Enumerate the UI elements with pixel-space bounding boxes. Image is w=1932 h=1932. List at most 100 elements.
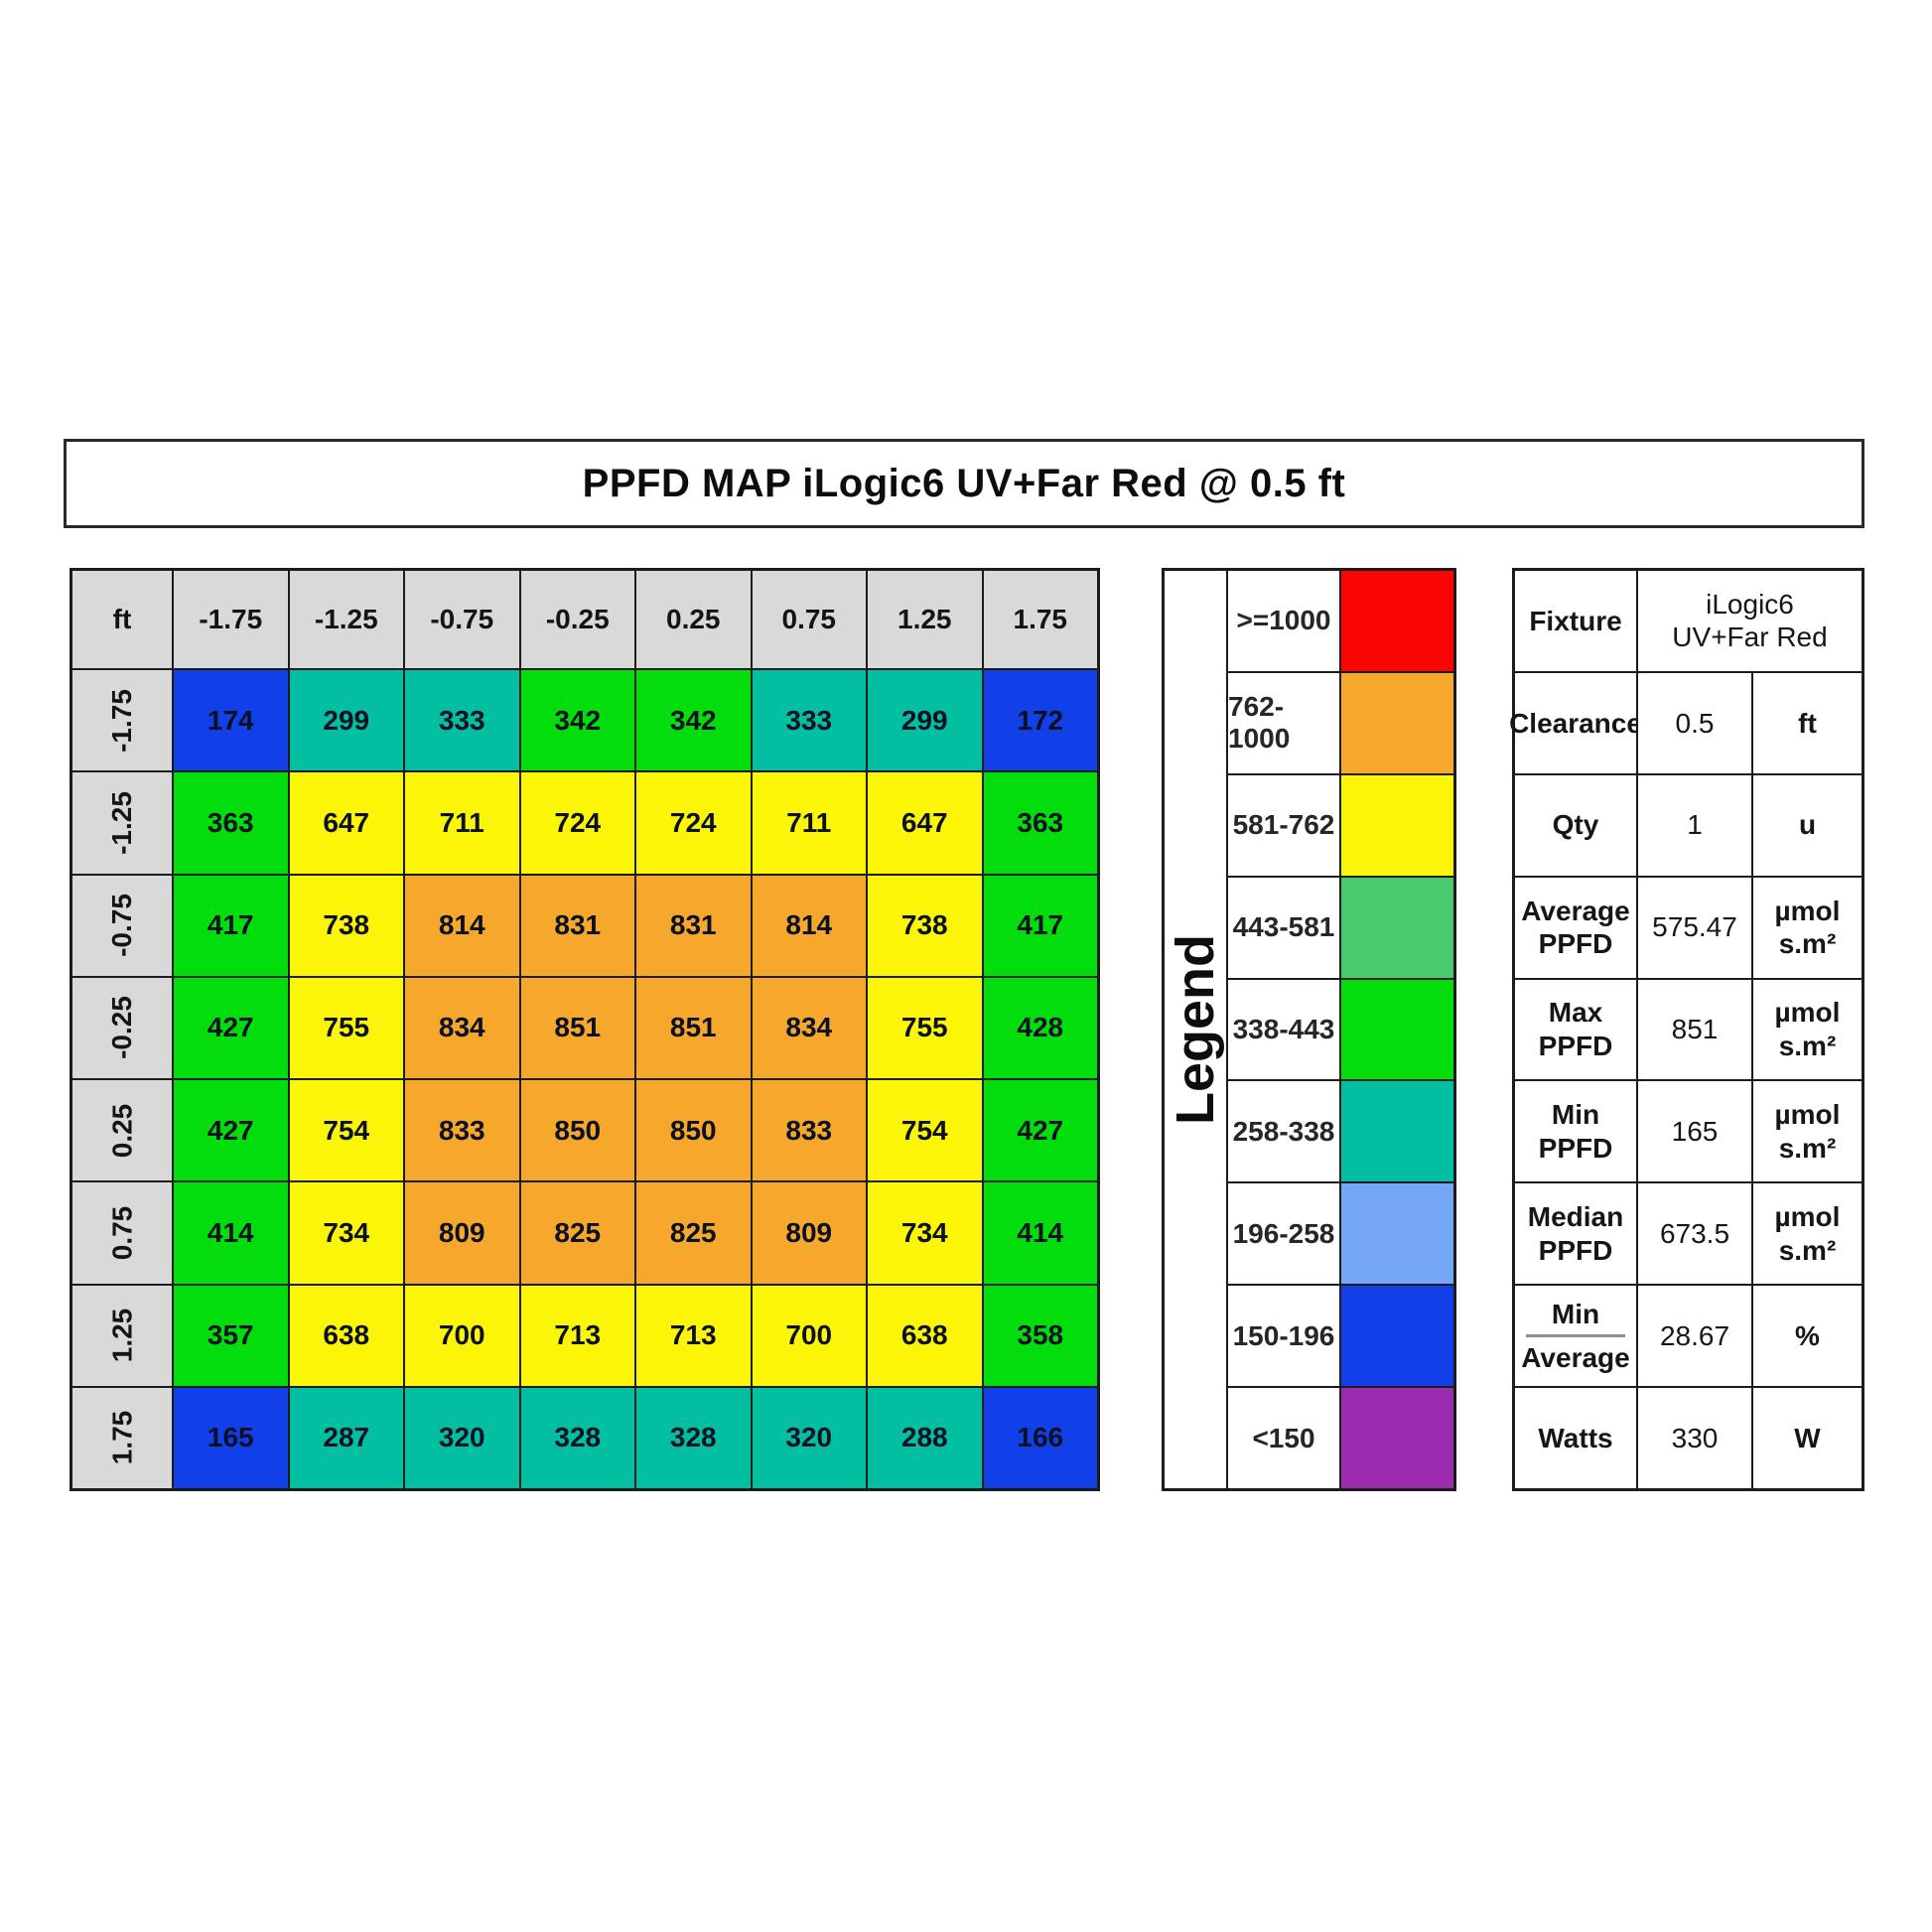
grid-cell: 825 [636, 1182, 751, 1284]
grid-cell: 831 [520, 875, 634, 976]
grid-cell: 320 [752, 1387, 866, 1488]
stats-value: 330 [1638, 1388, 1751, 1488]
legend-swatch [1341, 1183, 1453, 1285]
grid-row-header-label: 0.25 [106, 1103, 137, 1158]
stats-label-line: Min [1525, 1298, 1626, 1338]
grid-row-header-label: 0.75 [106, 1205, 137, 1261]
grid-cell: 427 [174, 977, 288, 1078]
grid-cell: 738 [289, 875, 403, 976]
grid-row-header: 1.25 [72, 1285, 172, 1386]
grid-cell: 299 [868, 670, 982, 771]
legend-title: Legend [1166, 933, 1226, 1125]
stats-value: 851 [1638, 979, 1751, 1080]
grid-cell: 851 [520, 977, 634, 1078]
legend-swatch [1341, 672, 1453, 773]
grid-cell: 414 [983, 1182, 1097, 1284]
stats-value: 1 [1638, 774, 1751, 876]
stats-value-line: iLogic6 [1706, 588, 1794, 620]
stats-label: Min Average [1515, 1286, 1636, 1387]
grid-cell: 363 [174, 772, 288, 874]
grid-cell: 427 [174, 1080, 288, 1181]
grid-cell: 647 [868, 772, 982, 874]
grid-col-header: -1.75 [174, 571, 288, 668]
grid-cell: 850 [520, 1080, 634, 1181]
grid-cell: 299 [289, 670, 403, 771]
grid-cell: 414 [174, 1182, 288, 1284]
stats-unit: u [1753, 774, 1862, 876]
grid-col-header: -1.25 [289, 571, 403, 668]
grid-cell: 428 [983, 977, 1097, 1078]
grid-cell: 638 [868, 1285, 982, 1386]
grid-cell: 333 [752, 670, 866, 771]
stats-label: Min PPFD [1515, 1081, 1636, 1182]
legend-panel: Legend >=1000 762-1000 581-762 443-581 338-4… [1162, 568, 1456, 1491]
grid-cell: 342 [520, 670, 634, 771]
grid-col-header: -0.25 [520, 571, 634, 668]
stats-label: Clearance [1509, 672, 1642, 773]
stats-value-line: 165 [1671, 1116, 1719, 1148]
grid-row-header-label: -1.25 [105, 790, 137, 855]
grid-cell: 825 [520, 1182, 634, 1284]
grid-row-header: 0.25 [72, 1080, 172, 1181]
grid-row-header-label: -1.75 [105, 688, 137, 753]
grid-cell: 833 [752, 1080, 866, 1181]
grid-row-header: 1.75 [72, 1387, 172, 1488]
grid-cell: 738 [868, 875, 982, 976]
grid-cell: 814 [752, 875, 866, 976]
grid-cell: 174 [174, 670, 288, 771]
grid-cell: 734 [289, 1182, 403, 1284]
grid-cell: 814 [405, 875, 519, 976]
grid-cell: 755 [868, 977, 982, 1078]
grid-cell: 809 [405, 1182, 519, 1284]
stats-unit-line: s.m² [1778, 1030, 1837, 1061]
stats-value-line: 851 [1671, 1014, 1719, 1045]
grid-cell: 831 [636, 875, 751, 976]
stats-value: 673.5 [1638, 1183, 1751, 1285]
stats-label: Average PPFD [1515, 877, 1636, 978]
grid-cell: 328 [636, 1387, 751, 1488]
grid-cell: 724 [636, 772, 751, 874]
legend-swatch [1341, 1388, 1453, 1488]
grid-row-header: -1.75 [72, 670, 172, 771]
grid-cell: 638 [289, 1285, 403, 1386]
grid-cell: 834 [752, 977, 866, 1078]
legend-range-label: 762-1000 [1228, 672, 1339, 773]
stats-label: Fixture [1515, 571, 1636, 671]
stats-label-line: Max [1548, 997, 1603, 1029]
grid-col-header: 0.75 [752, 571, 866, 668]
stats-unit-line: % [1795, 1319, 1820, 1351]
stats-label-line: PPFD [1538, 1234, 1613, 1266]
grid-cell: 647 [289, 772, 403, 874]
grid-row-header-label: 1.25 [106, 1308, 137, 1363]
grid-cell: 363 [983, 772, 1097, 874]
ppfd-heatmap-grid: ft -1.75 -1.25 -0.75 -0.25 0.25 0.75 1.25 1.75 -1… [69, 568, 1100, 1491]
grid-cell: 427 [983, 1080, 1097, 1181]
grid-cell: 287 [289, 1387, 403, 1488]
stats-unit: ft [1753, 672, 1862, 773]
stats-panel: Fixture iLogic6 UV+Far Red Clearance 0.5 ft Qt… [1509, 568, 1864, 1491]
grid-cell: 834 [405, 977, 519, 1078]
grid-cell: 320 [405, 1387, 519, 1488]
stats-label-line: Clearance [1509, 707, 1642, 739]
grid-cell: 333 [405, 670, 519, 771]
stats-unit-line: W [1794, 1422, 1821, 1453]
stats-unit-line: s.m² [1778, 1132, 1837, 1164]
grid-cell: 755 [289, 977, 403, 1078]
legend-range-label: 581-762 [1228, 774, 1339, 876]
stats-value: 0.5 [1638, 672, 1751, 773]
stats-value-line: 673.5 [1659, 1217, 1730, 1249]
legend-swatch [1341, 979, 1453, 1080]
legend-range-label: 338-443 [1228, 979, 1339, 1080]
grid-cell: 288 [868, 1387, 982, 1488]
stats-value-line: 330 [1671, 1422, 1719, 1453]
grid-cell: 357 [174, 1285, 288, 1386]
grid-row-header: -1.25 [72, 772, 172, 874]
stats-value-line: 28.67 [1659, 1319, 1730, 1351]
legend-swatch [1341, 1081, 1453, 1182]
stats-unit-line: µmol [1774, 1099, 1841, 1131]
stats-unit-line: s.m² [1778, 1234, 1837, 1266]
grid-cell: 713 [636, 1285, 751, 1386]
grid-cell: 734 [868, 1182, 982, 1284]
grid-cell: 711 [752, 772, 866, 874]
legend-range-label: 258-338 [1228, 1081, 1339, 1182]
